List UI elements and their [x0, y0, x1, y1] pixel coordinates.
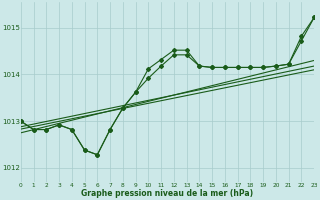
X-axis label: Graphe pression niveau de la mer (hPa): Graphe pression niveau de la mer (hPa)	[81, 189, 253, 198]
